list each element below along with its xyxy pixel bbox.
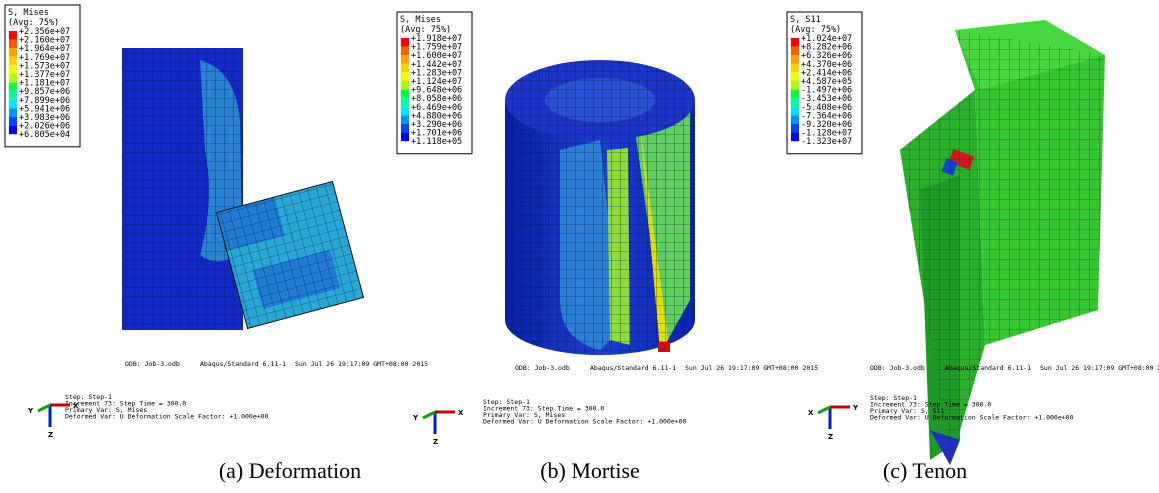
caption: (c) Tenon — [883, 458, 967, 483]
legend-color — [401, 55, 409, 64]
legend-color — [401, 115, 409, 124]
triad-label: Y — [852, 404, 859, 412]
triad-label: Z — [828, 433, 833, 441]
legend-color — [9, 100, 17, 109]
odb: ODB: Job-3.odb — [870, 364, 925, 372]
legend-color — [9, 40, 17, 49]
legend-color — [791, 81, 799, 90]
legend-color — [401, 72, 409, 81]
legend-color — [401, 90, 409, 99]
triad-axis — [818, 407, 830, 413]
triad-label: Y — [27, 407, 34, 415]
odb: ODB: Job-3.odb — [125, 360, 180, 368]
legend-color — [9, 108, 17, 117]
legend-color — [791, 124, 799, 133]
legend-color — [9, 31, 17, 40]
legend-color — [401, 133, 409, 142]
figure: S, Mises(Avg: 75%)+2.356e+07+2.160e+07+1… — [0, 0, 1159, 493]
legend-color — [401, 98, 409, 107]
triad-label: X — [73, 402, 79, 410]
legend-color — [791, 115, 799, 124]
legend-color — [401, 64, 409, 73]
step-info: Deformed Var: U Deformation Scale Factor… — [65, 413, 269, 421]
legend-title: S, S11 — [790, 15, 821, 25]
solver: Abaqus/Standard 6.11-1 — [590, 364, 676, 372]
solver: Abaqus/Standard 6.11-1 — [200, 360, 286, 368]
triad-label: X — [458, 409, 464, 417]
legend-color — [791, 38, 799, 47]
legend-title: S, Mises — [8, 8, 49, 18]
legend-label: -1.323e+07 — [801, 137, 852, 147]
date: Sun Jul 26 19:17:09 GMT+08:00 2015 — [1040, 364, 1159, 372]
legend-color — [791, 133, 799, 142]
legend-color — [791, 90, 799, 99]
legend-color — [401, 107, 409, 116]
legend-color — [791, 47, 799, 56]
odb: ODB: Job-3.odb — [515, 364, 570, 372]
legend-color — [9, 126, 17, 135]
legend-color — [9, 83, 17, 92]
caption: (b) Mortise — [540, 458, 640, 483]
triad-label: Z — [433, 438, 438, 446]
triad-label: Z — [48, 431, 53, 439]
legend-color — [9, 74, 17, 83]
solver: Abaqus/Standard 6.11-1 — [945, 364, 1031, 372]
legend-label: +1.118e+05 — [411, 137, 462, 147]
legend-color — [791, 107, 799, 116]
model-mortise — [505, 60, 695, 355]
legend-color — [401, 38, 409, 47]
triad-label: X — [808, 409, 814, 417]
legend-color — [791, 72, 799, 81]
legend-color — [9, 91, 17, 100]
triad-label: Y — [412, 414, 419, 422]
caption: (a) Deformation — [219, 458, 361, 483]
legend-color — [9, 65, 17, 74]
legend-color — [791, 64, 799, 73]
legend-label: +6.805e+04 — [19, 130, 70, 140]
legend-color — [791, 98, 799, 107]
model-tenon — [900, 20, 1105, 465]
triad-axis — [423, 412, 435, 418]
legend-title: S, Mises — [400, 15, 441, 25]
step-info: Deformed Var: U Deformation Scale Factor… — [870, 414, 1074, 422]
triad-axis — [38, 405, 50, 411]
date: Sun Jul 26 19:17:09 GMT+08:00 2015 — [685, 364, 818, 372]
legend-color — [9, 117, 17, 126]
legend-color — [9, 57, 17, 66]
legend-color — [9, 48, 17, 57]
legend-color — [401, 124, 409, 133]
step-info: Deformed Var: U Deformation Scale Factor… — [483, 418, 687, 426]
legend-color — [401, 81, 409, 90]
legend-color — [401, 47, 409, 56]
date: Sun Jul 26 19:17:09 GMT+08:00 2015 — [295, 360, 428, 368]
model-deformation — [122, 48, 363, 330]
legend-color — [791, 55, 799, 64]
